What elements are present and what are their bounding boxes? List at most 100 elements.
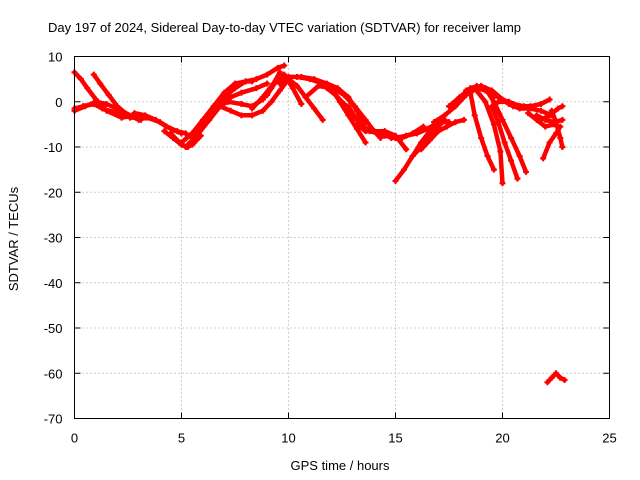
data-point xyxy=(525,110,532,117)
data-point xyxy=(90,71,97,78)
data-point xyxy=(431,119,438,126)
data-point xyxy=(544,379,551,386)
y-tick-label: -70 xyxy=(44,412,63,427)
data-point xyxy=(199,121,206,128)
y-tick-label: -20 xyxy=(44,185,63,200)
data-point xyxy=(341,101,348,108)
data-point xyxy=(499,116,506,123)
data-point xyxy=(105,91,112,98)
data-point xyxy=(548,374,555,381)
data-point xyxy=(533,112,540,119)
data-point xyxy=(516,153,523,160)
data-point xyxy=(490,121,497,128)
data-point xyxy=(253,85,260,92)
data-point xyxy=(217,103,224,110)
data-point xyxy=(189,134,196,141)
data-point xyxy=(392,177,399,184)
data-point xyxy=(557,374,564,381)
data-point xyxy=(306,76,313,83)
data-point xyxy=(167,130,174,137)
data-point xyxy=(152,116,159,123)
series-arc-40 xyxy=(540,124,563,161)
data-point xyxy=(559,103,566,110)
data-point xyxy=(204,116,211,123)
data-point xyxy=(238,89,245,96)
data-point xyxy=(538,107,545,114)
data-point xyxy=(253,76,260,83)
data-point xyxy=(161,128,168,135)
data-point xyxy=(435,128,442,135)
data-point xyxy=(178,139,185,146)
data-point xyxy=(362,128,369,135)
data-point xyxy=(274,78,281,85)
data-point xyxy=(490,166,497,173)
data-point xyxy=(557,134,564,141)
data-point xyxy=(523,168,530,175)
data-point xyxy=(542,123,549,130)
data-point xyxy=(341,91,348,98)
data-point xyxy=(409,153,416,160)
data-point xyxy=(184,141,191,148)
data-point xyxy=(553,119,559,126)
data-point xyxy=(315,82,322,89)
data-point xyxy=(294,73,301,80)
data-point xyxy=(227,94,234,101)
data-point xyxy=(103,101,110,108)
data-point xyxy=(82,103,89,110)
data-point xyxy=(362,116,369,123)
y-tick-label: -60 xyxy=(44,366,63,381)
data-point xyxy=(174,128,181,135)
x-tick-label: 10 xyxy=(281,431,295,446)
y-tick-label: -30 xyxy=(44,231,63,246)
data-point xyxy=(311,105,318,112)
data-point xyxy=(362,139,369,146)
y-tick-label: 10 xyxy=(48,50,62,65)
data-point xyxy=(467,89,474,96)
data-point xyxy=(443,123,450,130)
data-point xyxy=(285,73,292,80)
data-point xyxy=(163,123,170,130)
data-point xyxy=(478,134,485,141)
data-point xyxy=(463,87,470,94)
data-point xyxy=(559,144,566,150)
data-point xyxy=(227,107,234,114)
data-point xyxy=(553,370,559,377)
data-point xyxy=(332,91,339,98)
data-point xyxy=(456,94,463,101)
data-point xyxy=(281,62,288,69)
data-point xyxy=(238,101,245,108)
data-point xyxy=(538,101,545,108)
data-point xyxy=(482,85,489,92)
data-point xyxy=(516,103,523,110)
data-point xyxy=(553,130,559,137)
data-point xyxy=(559,116,566,123)
data-point xyxy=(377,134,384,141)
data-point xyxy=(99,105,106,112)
data-point xyxy=(488,103,495,110)
data-point xyxy=(482,98,489,105)
data-point xyxy=(446,103,452,110)
data-series xyxy=(71,62,568,386)
series-arc-34 xyxy=(483,85,529,175)
data-point xyxy=(548,107,555,114)
data-point xyxy=(77,76,84,83)
y-axis-label: SDTVAR / TECUs xyxy=(6,186,21,291)
data-point xyxy=(249,112,256,119)
data-point xyxy=(259,107,266,114)
data-point xyxy=(114,103,121,110)
data-point xyxy=(221,94,228,101)
data-point xyxy=(268,98,275,105)
data-point xyxy=(371,128,378,135)
series-arc-36 xyxy=(525,110,557,129)
x-tick-label: 20 xyxy=(495,431,509,446)
data-point xyxy=(351,103,358,110)
y-tick-label: -50 xyxy=(44,321,63,336)
data-point xyxy=(225,98,232,105)
data-point xyxy=(514,175,521,182)
data-point xyxy=(274,64,281,71)
data-point xyxy=(92,98,99,105)
data-point xyxy=(232,85,238,92)
data-point xyxy=(403,146,410,153)
data-point xyxy=(276,69,283,76)
data-point xyxy=(319,116,326,123)
